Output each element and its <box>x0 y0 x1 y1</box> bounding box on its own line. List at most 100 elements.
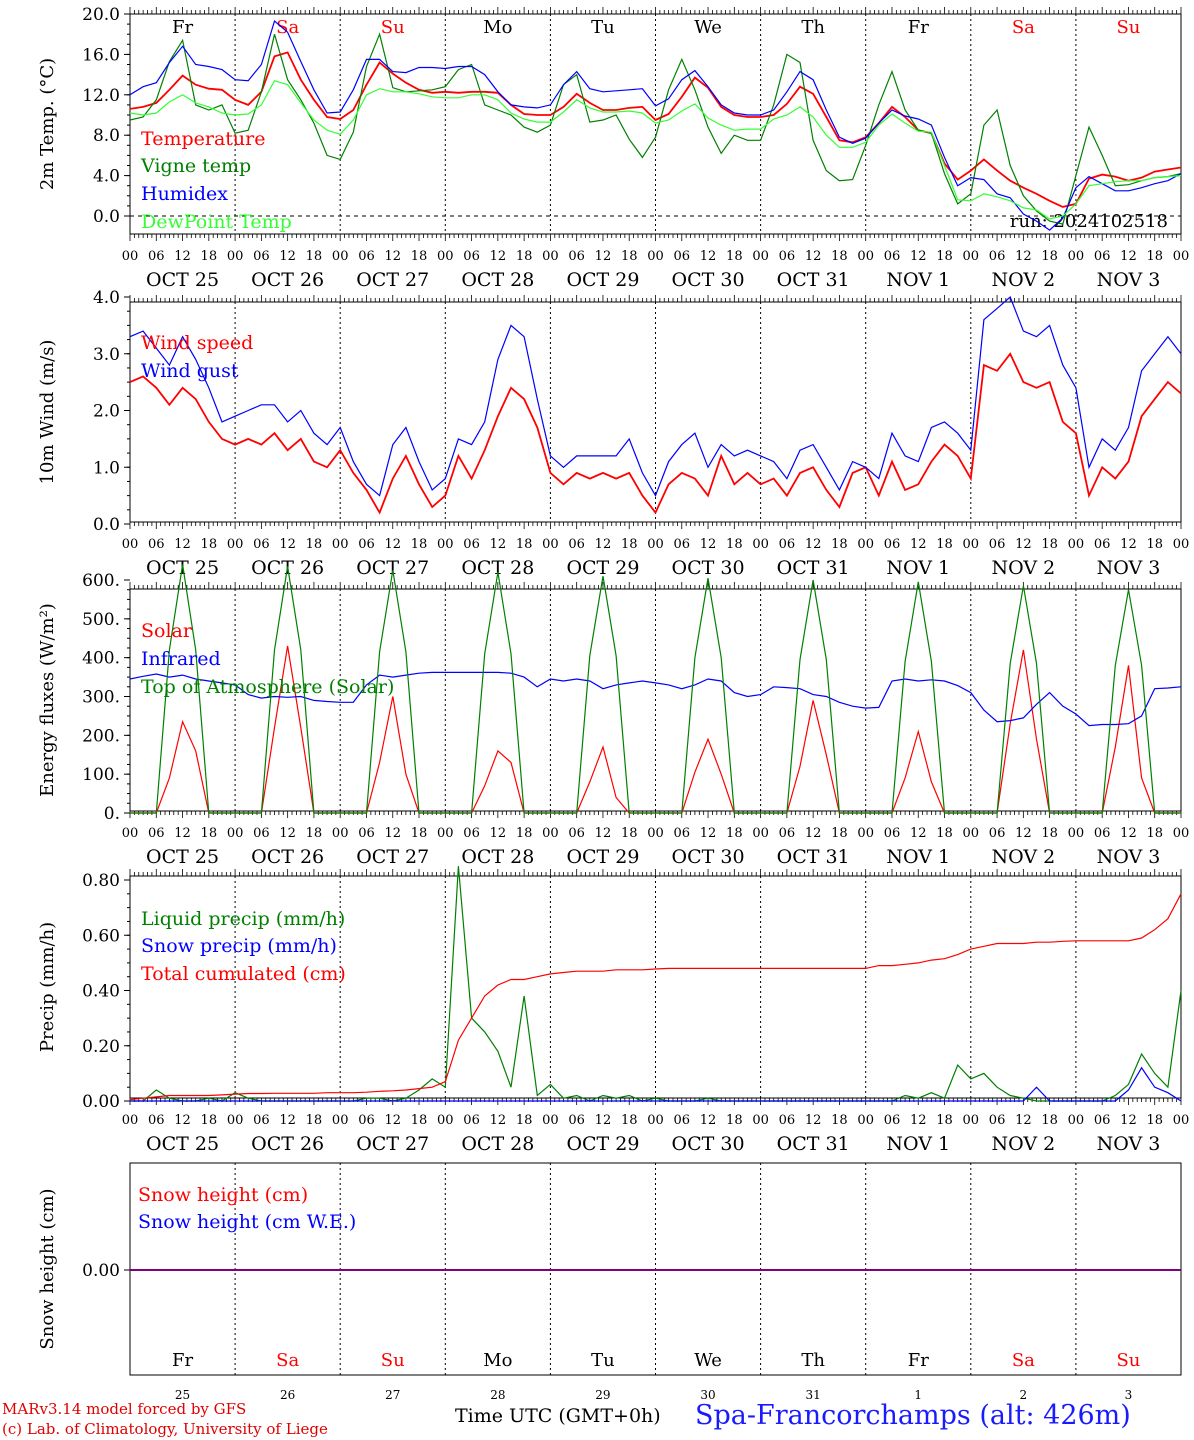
date-label: OCT 28 <box>461 846 534 868</box>
hour-label: 00 <box>122 537 139 552</box>
date-label: NOV 3 <box>1097 269 1161 291</box>
day-name: Th <box>801 1350 825 1371</box>
hour-label: 12 <box>910 1113 927 1128</box>
hour-label: 18 <box>936 249 953 264</box>
date-label: OCT 29 <box>566 269 639 291</box>
series-line-wind-gust <box>129 295 1182 497</box>
hour-label: 12 <box>910 537 927 552</box>
series-line-total-cumulated-cm- <box>129 893 1182 1101</box>
hour-label: 06 <box>463 826 480 841</box>
y-tick-label: 0.00 <box>82 1092 120 1112</box>
hour-label: 18 <box>621 249 638 264</box>
run-label: run: 2024102518 <box>1010 211 1168 232</box>
hour-label: 00 <box>963 249 980 264</box>
hour-label: 06 <box>568 537 585 552</box>
date-label: NOV 2 <box>991 269 1055 291</box>
hour-label: 18 <box>621 537 638 552</box>
hour-label: 06 <box>1094 249 1111 264</box>
hour-label: 00 <box>542 249 559 264</box>
day-number: 25 <box>175 1388 190 1402</box>
hour-label: 18 <box>1041 249 1058 264</box>
y-axis-label: Precip (mm/h) <box>37 922 58 1052</box>
hour-label: 12 <box>1120 537 1137 552</box>
hour-label: 12 <box>174 249 191 264</box>
hour-label: 12 <box>1120 249 1137 264</box>
hour-label: 00 <box>857 537 874 552</box>
hour-label: 00 <box>227 826 244 841</box>
hour-label: 06 <box>1094 826 1111 841</box>
date-label: OCT 30 <box>672 846 745 868</box>
hour-label: 06 <box>148 1113 165 1128</box>
date-label: OCT 31 <box>777 846 850 868</box>
hour-label: 18 <box>411 537 428 552</box>
y-tick-label: 8.0 <box>93 126 120 146</box>
hour-label: 00 <box>1068 249 1085 264</box>
date-label: OCT 30 <box>672 1133 745 1155</box>
hour-label: 00 <box>437 537 454 552</box>
date-label: OCT 27 <box>356 269 429 291</box>
y-tick-label: 0. <box>104 804 120 824</box>
date-label: OCT 28 <box>461 1133 534 1155</box>
hour-label: 06 <box>253 826 270 841</box>
hour-label: 12 <box>700 1113 717 1128</box>
hour-label: 06 <box>989 537 1006 552</box>
hour-label: 18 <box>516 249 533 264</box>
hour-label: 12 <box>490 826 507 841</box>
legend-entry: Snow height (cm) <box>138 1184 308 1206</box>
hour-label: 06 <box>148 537 165 552</box>
date-label: OCT 31 <box>777 557 850 579</box>
hour-label: 00 <box>647 249 664 264</box>
hour-label: 00 <box>332 826 349 841</box>
hour-label: 00 <box>1173 1113 1190 1128</box>
hour-label: 06 <box>358 826 375 841</box>
series-line-vigne-temp <box>129 32 1182 225</box>
lab-credit: (c) Lab. of Climatology, University of L… <box>2 1420 328 1438</box>
hour-label: 12 <box>174 826 191 841</box>
legend-entry: Solar <box>141 620 193 642</box>
hour-label: 12 <box>595 537 612 552</box>
date-label: OCT 26 <box>251 1133 324 1155</box>
hour-label: 18 <box>831 537 848 552</box>
y-tick-label: 0.80 <box>82 871 120 891</box>
hour-label: 00 <box>332 537 349 552</box>
day-name: Tu <box>591 1350 615 1371</box>
hour-label: 06 <box>1094 537 1111 552</box>
day-number: 31 <box>806 1388 821 1402</box>
y-axis-label: 2m Temp. (°C) <box>37 58 58 190</box>
y-tick-label: 0.40 <box>82 982 120 1002</box>
series-line-snow-precip-mm-h- <box>130 1066 1182 1102</box>
hour-label: 00 <box>227 1113 244 1128</box>
y-tick-label: 12.0 <box>82 86 120 106</box>
hour-label: 00 <box>1173 826 1190 841</box>
hour-label: 12 <box>805 826 822 841</box>
date-label: OCT 26 <box>251 846 324 868</box>
hour-label: 00 <box>963 1113 980 1128</box>
date-label: NOV 1 <box>886 846 950 868</box>
hour-label: 12 <box>1015 537 1032 552</box>
date-label: OCT 26 <box>251 269 324 291</box>
hour-label: 00 <box>437 249 454 264</box>
hour-label: 00 <box>437 826 454 841</box>
hour-label: 06 <box>779 537 796 552</box>
hour-label: 12 <box>805 537 822 552</box>
hour-label: 18 <box>201 249 218 264</box>
hour-label: 00 <box>647 537 664 552</box>
date-label: OCT 25 <box>146 846 219 868</box>
day-name: Su <box>381 1350 405 1371</box>
legend-entry: Temperature <box>141 128 265 150</box>
day-number: 28 <box>490 1388 505 1402</box>
y-axis-label: Snow height (cm) <box>37 1188 58 1349</box>
hour-label: 06 <box>884 826 901 841</box>
legend-entry: Snow height (cm W.E.) <box>138 1211 356 1233</box>
legend-entry: Wind speed <box>141 332 253 354</box>
hour-label: 06 <box>358 537 375 552</box>
hour-label: 06 <box>989 249 1006 264</box>
y-tick-label: 600. <box>82 571 120 591</box>
date-label: OCT 28 <box>461 269 534 291</box>
legend-entry: Infrared <box>141 648 221 670</box>
hour-label: 06 <box>568 249 585 264</box>
hour-label: 12 <box>1015 826 1032 841</box>
hour-label: 06 <box>463 1113 480 1128</box>
hour-label: 18 <box>936 1113 953 1128</box>
hour-label: 06 <box>779 826 796 841</box>
